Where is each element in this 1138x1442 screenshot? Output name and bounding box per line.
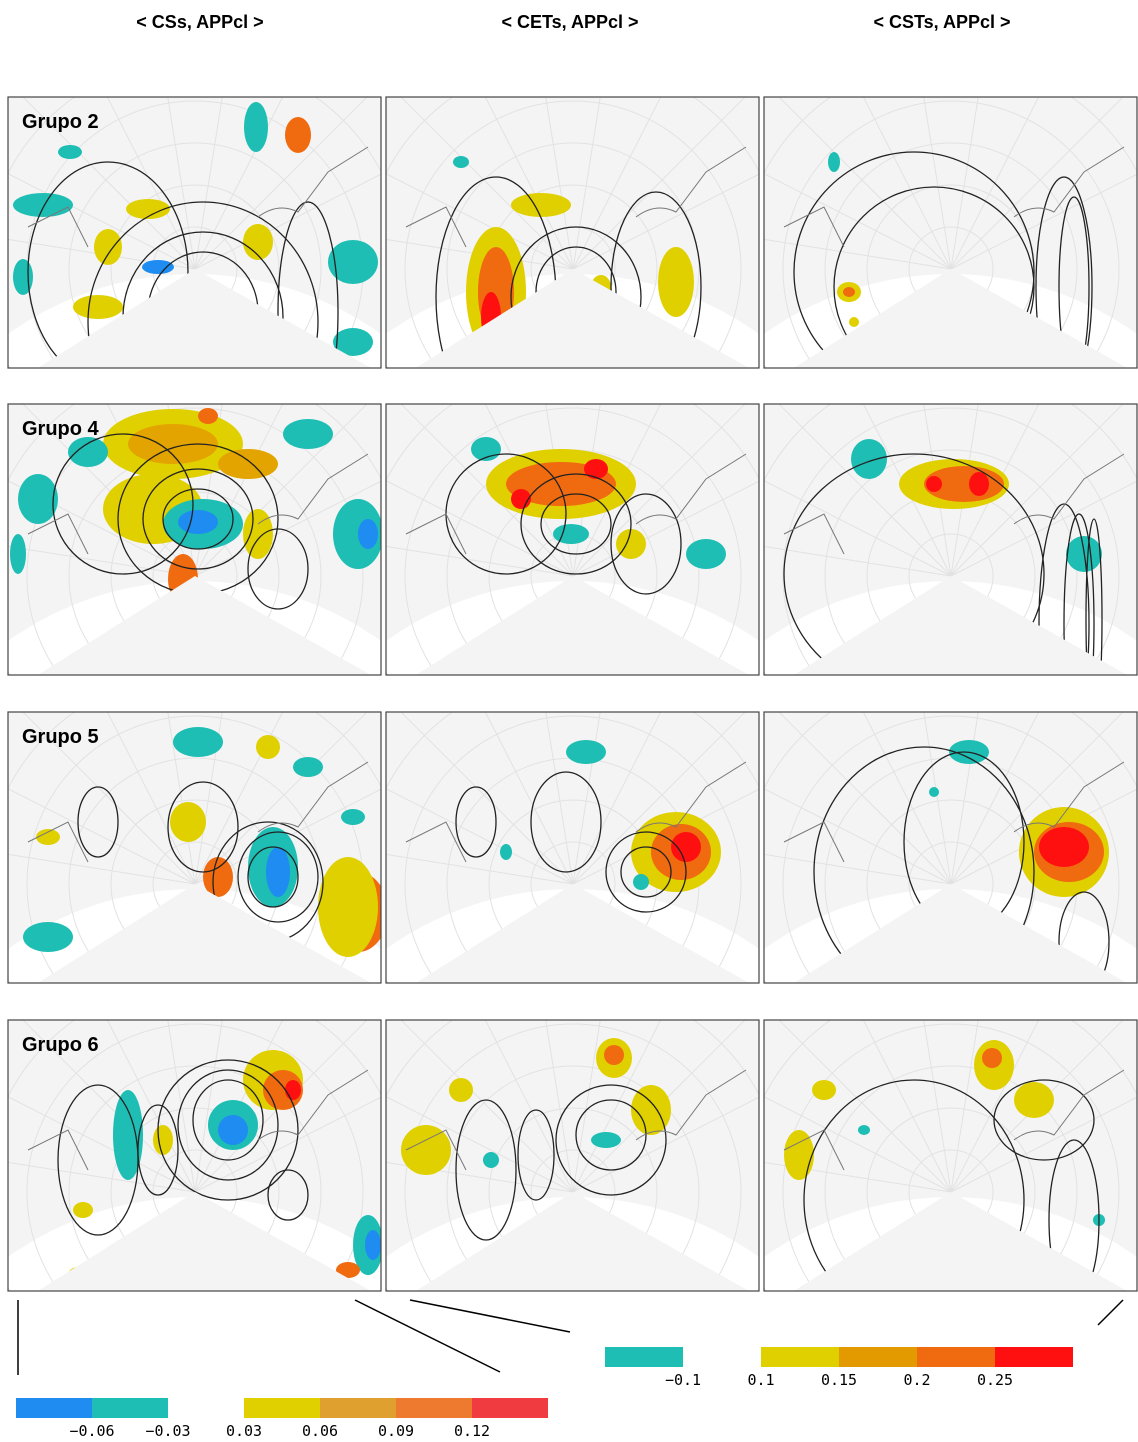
anomaly-shading [218, 449, 278, 479]
anomaly-shading [604, 1045, 624, 1065]
colorbar: −0.1 0.1 0.15 0.2 0.25 [605, 1347, 1073, 1389]
column-header: < CSs, APPcl > [136, 12, 263, 32]
connector [355, 1300, 500, 1372]
anomaly-shading [266, 847, 290, 897]
anomaly-shading [553, 524, 589, 544]
anomaly-shading [591, 1132, 621, 1148]
anomaly-shading [828, 152, 840, 172]
anomaly-shading [18, 474, 58, 524]
anomaly-shading [198, 408, 218, 424]
anomaly-shading [13, 193, 73, 217]
panels [0, 0, 1138, 1402]
anomaly-shading [449, 1078, 473, 1102]
connector [1098, 1300, 1123, 1325]
column-header: < CSTs, APPcl > [873, 12, 1010, 32]
anomaly-shading [318, 857, 378, 957]
anomaly-shading [453, 156, 469, 168]
anomaly-shading [283, 419, 333, 449]
colorbar-segment [396, 1398, 472, 1418]
anomaly-shading [153, 1125, 173, 1155]
anomaly-shading [686, 539, 726, 569]
colorbar-tick-label: −0.06 [69, 1422, 114, 1440]
colorbar-segment [244, 1398, 320, 1418]
colorbar-tick-label: 0.12 [454, 1422, 490, 1440]
anomaly-shading [218, 1115, 248, 1145]
anomaly-shading [10, 534, 26, 574]
anomaly-shading [566, 740, 606, 764]
colorbar-tick-label: 0.1 [747, 1371, 774, 1389]
colorbar-tick-label: 0.2 [903, 1371, 930, 1389]
colorbar-segment [761, 1347, 839, 1367]
anomaly-shading [58, 145, 82, 159]
anomaly-shading [173, 727, 223, 757]
colorbar-tick-label: 0.06 [302, 1422, 338, 1440]
colorbar-segment [605, 1347, 683, 1367]
anomaly-shading [851, 439, 887, 479]
row-label: Grupo 4 [22, 418, 100, 440]
anomaly-shading [584, 459, 608, 479]
anomaly-shading [36, 829, 60, 845]
anomaly-shading [483, 1152, 499, 1168]
colorbar-segment [995, 1347, 1073, 1367]
anomaly-shading [170, 802, 206, 842]
anomaly-shading [256, 735, 280, 759]
anomaly-shading [849, 317, 859, 327]
anomaly-shading [293, 757, 323, 777]
colorbar-tick-label: 0.25 [977, 1371, 1013, 1389]
anomaly-shading [178, 510, 218, 534]
anomaly-shading [365, 1230, 381, 1260]
row-label: Grupo 5 [22, 726, 99, 748]
anomaly-shading [982, 1048, 1002, 1068]
anomaly-shading [73, 1202, 93, 1218]
connector [410, 1300, 570, 1332]
colorbar-segment [917, 1347, 995, 1367]
anomaly-shading [929, 787, 939, 797]
anomaly-shading [23, 922, 73, 952]
anomaly-shading [671, 832, 701, 862]
anomaly-shading [13, 259, 33, 295]
anomaly-shading [358, 519, 378, 549]
anomaly-shading [203, 857, 233, 897]
figure: < CSs, APPcl > < CETs, APPcl > < CSTs, APP… [0, 0, 1138, 1442]
colorbar-tick-label: −0.1 [665, 1371, 701, 1389]
anomaly-shading [511, 193, 571, 217]
anomaly-shading [1039, 827, 1089, 867]
colorbar-segment [839, 1347, 917, 1367]
anomaly-shading [401, 1125, 451, 1175]
anomaly-shading [244, 102, 268, 152]
colorbar-segment [16, 1398, 92, 1418]
anomaly-shading [328, 240, 378, 284]
row-label: Grupo 6 [22, 1034, 99, 1056]
colorbar: −0.06 −0.03 0.03 0.06 0.09 0.12 [16, 1398, 548, 1440]
anomaly-shading [843, 287, 855, 297]
anomaly-shading [285, 1080, 301, 1100]
anomaly-shading [633, 874, 649, 890]
anomaly-shading [341, 809, 365, 825]
row-label: Grupo 2 [22, 111, 99, 133]
colorbar-segment [92, 1398, 168, 1418]
anomaly-shading [658, 247, 694, 317]
anomaly-shading [73, 295, 123, 319]
anomaly-shading [68, 437, 108, 467]
anomaly-shading [285, 117, 311, 153]
anomaly-shading [500, 844, 512, 860]
anomaly-shading [926, 476, 942, 492]
anomaly-shading [94, 229, 122, 265]
anomaly-shading [812, 1080, 836, 1100]
anomaly-shading [969, 472, 989, 496]
anomaly-shading [243, 509, 273, 559]
colorbar-tick-label: −0.03 [145, 1422, 190, 1440]
anomaly-shading [858, 1125, 870, 1135]
anomaly-shading [1014, 1082, 1054, 1118]
colorbar-tick-label: 0.09 [378, 1422, 414, 1440]
colorbar-tick-label: 0.15 [821, 1371, 857, 1389]
colorbar-segment [472, 1398, 548, 1418]
column-header: < CETs, APPcl > [501, 12, 638, 32]
colorbar-tick-label: 0.03 [226, 1422, 262, 1440]
colorbar-segment [320, 1398, 396, 1418]
anomaly-shading [142, 260, 174, 274]
